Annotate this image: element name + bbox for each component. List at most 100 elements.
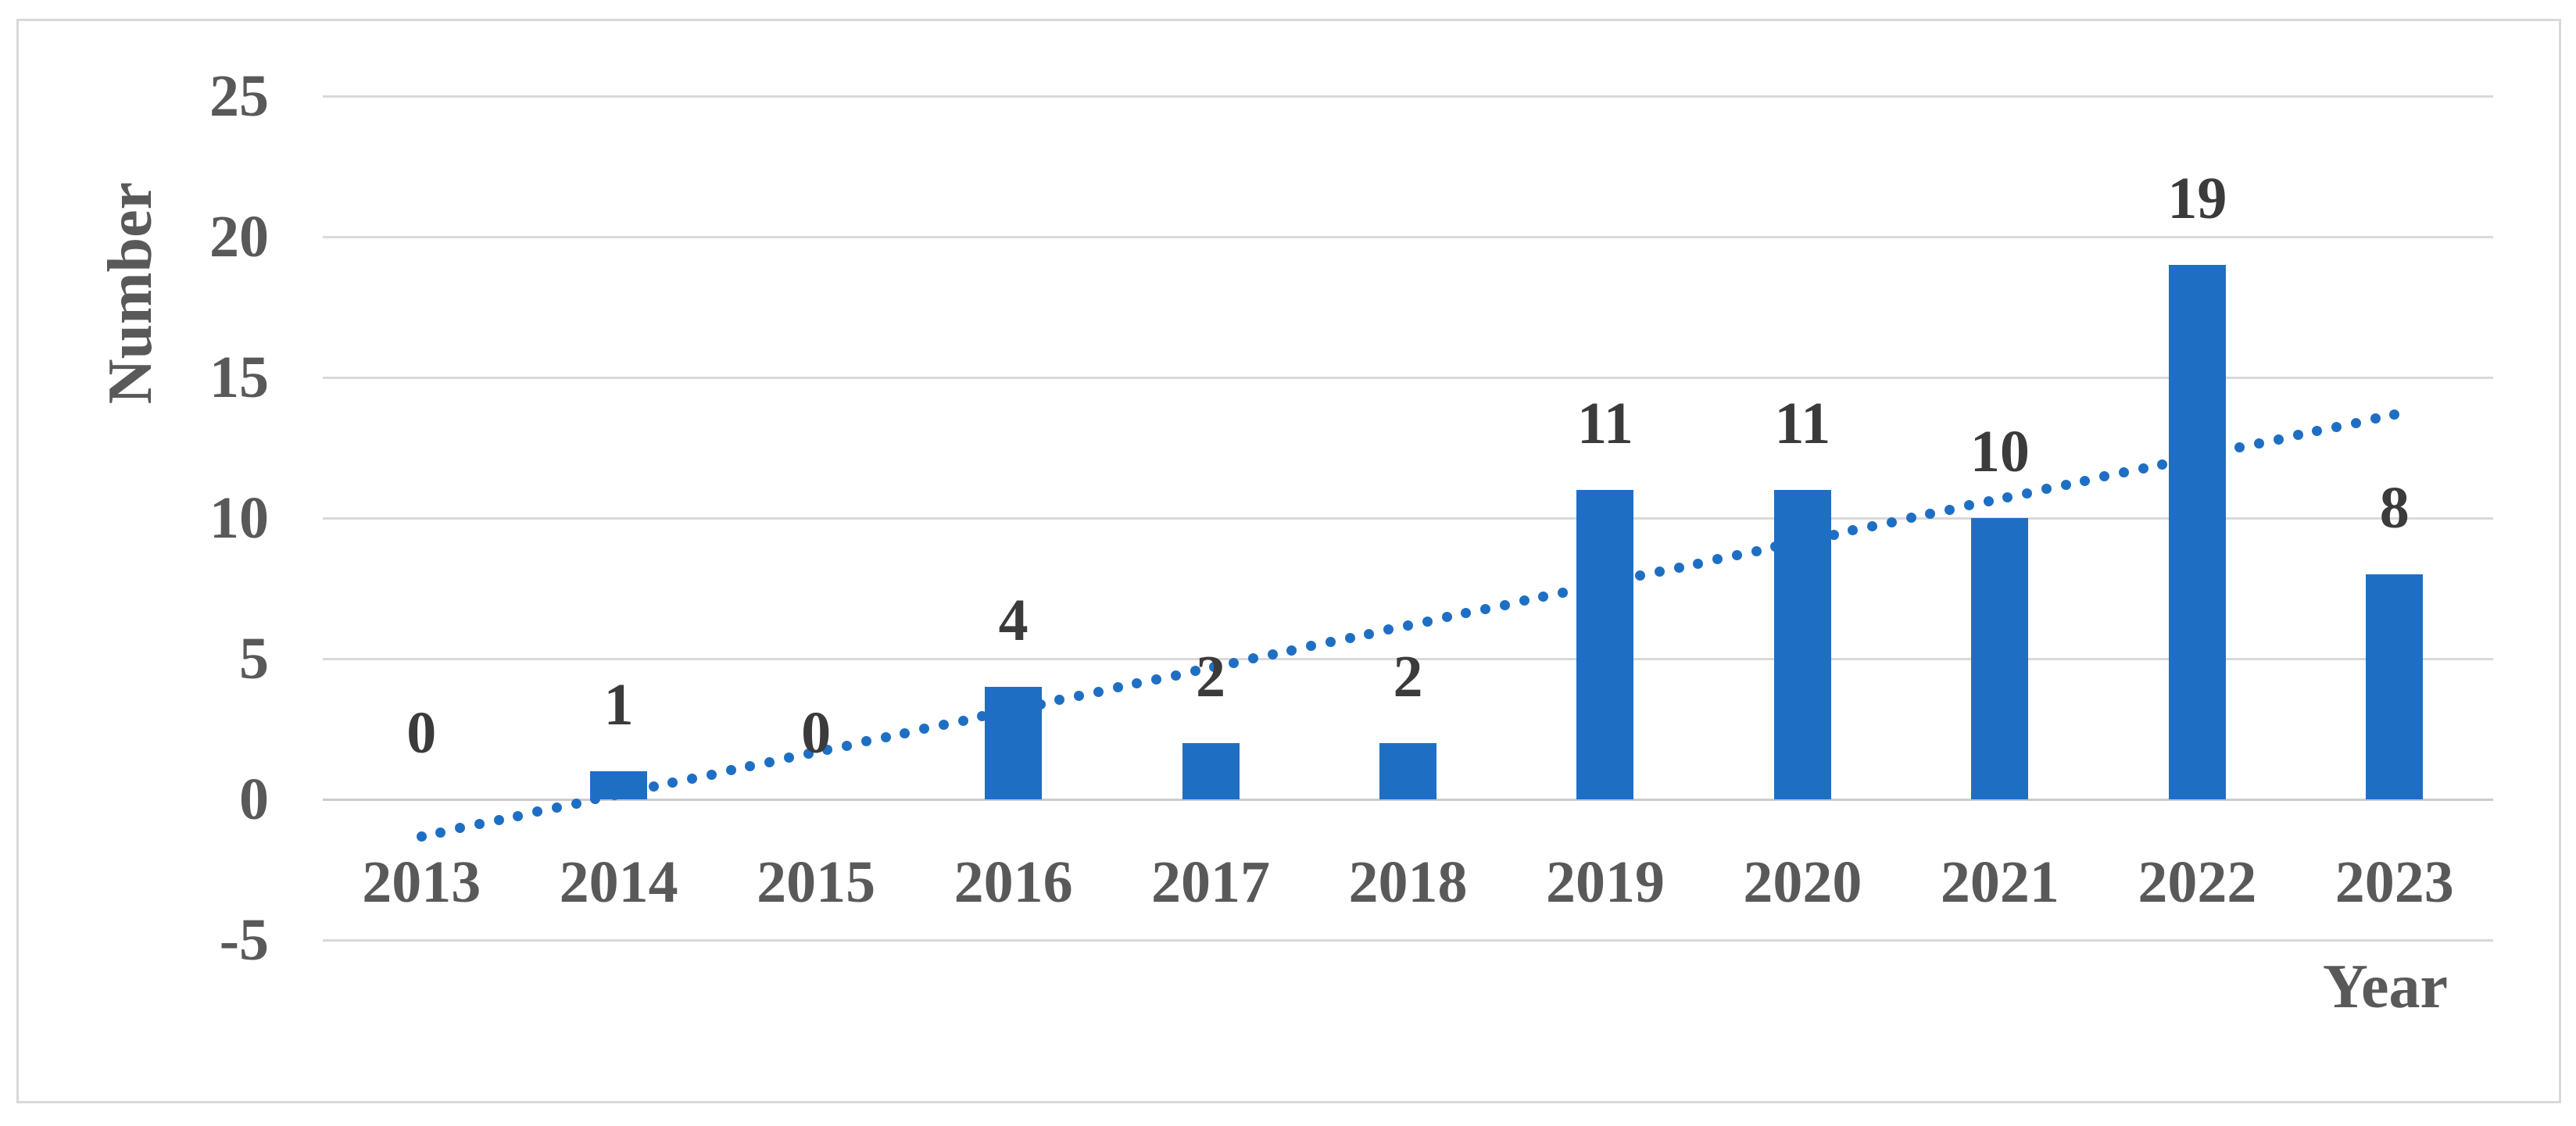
data-label-2017: 2 bbox=[1196, 644, 1226, 710]
trendline-dot bbox=[1247, 653, 1258, 664]
chart-figure bbox=[16, 19, 2561, 1103]
x-tick-label-2018: 2018 bbox=[1348, 849, 1468, 915]
trendline-dot bbox=[822, 744, 833, 755]
trendline-dot bbox=[1383, 624, 1394, 635]
trendline-dot bbox=[1441, 612, 1452, 623]
trendline-dot bbox=[1519, 595, 1530, 606]
trendline-dot bbox=[2118, 467, 2129, 478]
trendline-dot bbox=[1615, 574, 1626, 585]
trendline-dot bbox=[2060, 480, 2071, 491]
trendline-dot bbox=[1480, 603, 1490, 614]
trendline-dot bbox=[1963, 500, 1974, 511]
trendline-dot bbox=[764, 756, 775, 767]
trendline-dot bbox=[2350, 417, 2361, 428]
trendline-dot bbox=[1403, 620, 1413, 631]
data-label-2022: 19 bbox=[2167, 166, 2227, 231]
trendline-dot bbox=[1848, 525, 1859, 536]
trendline-dot bbox=[1576, 583, 1587, 594]
trendline-dot bbox=[2138, 463, 2148, 474]
trendline-dot bbox=[2273, 434, 2284, 445]
trendline-dot bbox=[880, 731, 891, 742]
trendline-dot bbox=[1170, 670, 1181, 681]
trendline-dot bbox=[1325, 637, 1336, 648]
trendline-dot bbox=[2002, 492, 2013, 502]
bar-2017 bbox=[1182, 743, 1240, 799]
trendline-dot bbox=[1112, 682, 1123, 693]
trendline-dot bbox=[1654, 567, 1665, 577]
x-tick-label-2019: 2019 bbox=[1545, 849, 1665, 915]
bar-2023 bbox=[2366, 574, 2424, 799]
trendline-dot bbox=[783, 752, 794, 763]
y-tick-label-5: 5 bbox=[239, 626, 269, 692]
data-label-2016: 4 bbox=[998, 588, 1029, 653]
data-label-2023: 8 bbox=[2379, 475, 2410, 541]
trendline-dot bbox=[1267, 649, 1278, 660]
trendline-dot bbox=[1538, 591, 1549, 602]
trendline-dot bbox=[667, 777, 678, 788]
y-tick-label-0: 0 bbox=[239, 767, 269, 832]
trendline-dot bbox=[2370, 413, 2381, 424]
y-tick-label-25: 25 bbox=[209, 63, 269, 129]
trendline-dot bbox=[2099, 471, 2110, 482]
trendline-dot bbox=[493, 814, 504, 825]
trendline-dot bbox=[803, 749, 814, 760]
x-tick-label-2014: 2014 bbox=[559, 849, 678, 915]
x-tick-label-2013: 2013 bbox=[362, 849, 481, 915]
y-tick-label--5: -5 bbox=[219, 907, 269, 973]
trendline-dot bbox=[2041, 484, 2052, 495]
y-tick-label-20: 20 bbox=[209, 204, 269, 270]
x-tick-label-2015: 2015 bbox=[757, 849, 876, 915]
trendline-dot bbox=[435, 827, 446, 838]
x-tick-label-2021: 2021 bbox=[1940, 849, 2059, 915]
trendline-dot bbox=[590, 794, 601, 805]
data-label-2013: 0 bbox=[406, 700, 437, 766]
trendline-dot bbox=[2022, 488, 2032, 499]
trendline-dot bbox=[1673, 562, 1684, 573]
trendline-dot bbox=[648, 781, 659, 792]
trendline-dot bbox=[1809, 533, 1819, 544]
x-tick-label-2020: 2020 bbox=[1743, 849, 1862, 915]
data-label-2021: 10 bbox=[1970, 419, 2030, 484]
trendline-dot bbox=[996, 707, 1007, 718]
bar-2020 bbox=[1773, 490, 1831, 799]
trendline-dot bbox=[687, 773, 698, 784]
trendline-dot bbox=[1344, 632, 1355, 643]
trendline-dot bbox=[1596, 579, 1607, 590]
x-tick-label-2016: 2016 bbox=[953, 849, 1073, 915]
bar-2016 bbox=[985, 687, 1043, 799]
x-tick-label-2017: 2017 bbox=[1151, 849, 1271, 915]
y-tick-label-10: 10 bbox=[209, 485, 269, 551]
trendline-dot bbox=[1983, 496, 1994, 507]
trendline-dot bbox=[1054, 695, 1065, 706]
y-axis-title: Number bbox=[96, 181, 165, 405]
gridline-20 bbox=[323, 236, 2493, 238]
trendline-dot bbox=[1286, 645, 1297, 656]
trendline-dot bbox=[1945, 504, 1955, 515]
trendline-dot bbox=[2331, 421, 2342, 432]
trendline-dot bbox=[1422, 616, 1433, 627]
trendline-dot bbox=[860, 736, 871, 747]
gridline-25 bbox=[323, 95, 2493, 98]
trendline-dot bbox=[2254, 438, 2265, 449]
trendline-dot bbox=[1731, 550, 1742, 561]
trendline-dot bbox=[532, 806, 543, 817]
trendline-dot bbox=[706, 769, 717, 780]
data-label-2020: 11 bbox=[1774, 391, 1831, 456]
trendline-dot bbox=[2312, 426, 2323, 437]
trendline-dot bbox=[2215, 446, 2226, 457]
bar-2021 bbox=[1971, 518, 2029, 799]
trendline-dot bbox=[2389, 409, 2400, 420]
trendline-dot bbox=[919, 724, 930, 735]
trendline-dot bbox=[1751, 545, 1762, 556]
trendline-dot bbox=[1905, 513, 1916, 524]
trendline-dot bbox=[900, 727, 911, 738]
trendline-dot bbox=[1093, 686, 1104, 697]
bar-2018 bbox=[1379, 743, 1436, 799]
trendline-dot bbox=[1461, 608, 1472, 619]
trendline-dot bbox=[1925, 509, 1936, 520]
trendline-dot bbox=[2177, 455, 2188, 466]
data-label-2019: 11 bbox=[1577, 391, 1633, 456]
x-tick-label-2022: 2022 bbox=[2138, 849, 2257, 915]
trendline-dot bbox=[416, 831, 427, 842]
